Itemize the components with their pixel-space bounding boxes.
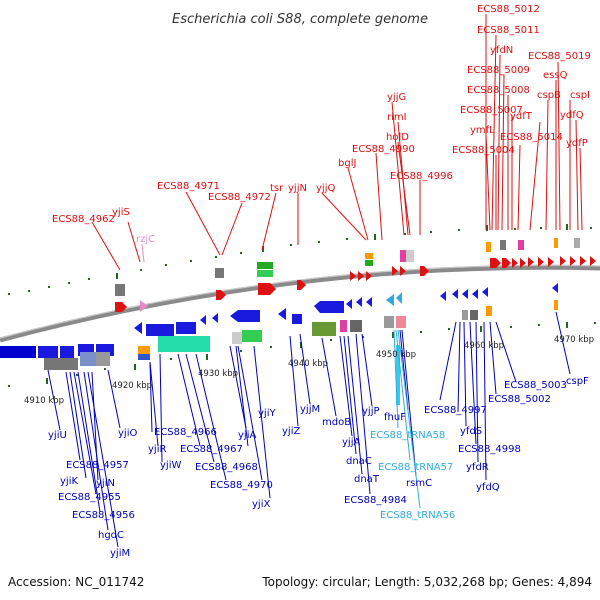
forward-gene-labels: ECS88_4962 yjiS ECS88_4971 ECS88_4972 ts… (52, 4, 591, 225)
gene-label-yjiA: yjiA (238, 430, 256, 441)
gene-label-ECS88_5014: ECS88_5014 (500, 132, 563, 143)
gene-label-yjjG: yjjG (387, 92, 406, 103)
gene-label-ECS88_4955: ECS88_4955 (58, 492, 121, 503)
gene-label-ECS88_5004: ECS88_5004 (452, 145, 515, 156)
gene-label-ECS88_5003: ECS88_5003 (504, 380, 567, 391)
gene-label-yjiO: yjiO (118, 428, 137, 439)
gene-label-yfdN: yfdN (490, 45, 513, 56)
reverse-gene-labels: yjiU ECS88_4957 yjiK ECS88_4955 ECS88_49… (48, 376, 589, 559)
tick-label-4970: 4970 kbp (554, 335, 594, 345)
tick-label-4940: 4940 kbp (288, 359, 328, 369)
gene-label-yfdQ: yfdQ (476, 482, 500, 493)
gene-label-ECS88_4972: ECS88_4972 (208, 192, 271, 203)
forward-leader-lines (91, 14, 583, 271)
gene-label-ECS88_4996: ECS88_4996 (390, 171, 453, 182)
gene-label-yjiZ: yjiZ (282, 426, 300, 437)
gene-label-dnaC: dnaC (346, 456, 372, 467)
gene-label-yjiK: yjiK (60, 476, 78, 487)
trna-leader-lines (393, 329, 421, 509)
gene-label-ECS88_4957: ECS88_4957 (66, 460, 129, 471)
gene-label-mdoB: mdoB (322, 417, 351, 428)
gene-label-yjiW: yjiW (160, 460, 181, 471)
gene-label-ydfP: ydfP (566, 138, 588, 149)
gene-label-cspI: cspI (570, 90, 590, 101)
pseudo-leader-line (141, 243, 145, 263)
gene-label-tsr: tsr (270, 183, 284, 194)
gene-label-ymfL: ymfL (470, 125, 495, 136)
gene-label-yfdR: yfdR (466, 462, 489, 473)
gene-label-yjjA: yjjA (342, 437, 360, 448)
reverse-strand-genes (0, 283, 558, 405)
gene-label-cspF: cspF (566, 376, 589, 387)
gene-label-yjiY: yjiY (258, 408, 276, 419)
gene-label-yjiM: yjiM (110, 548, 130, 559)
gene-label-hgdC: hgdC (98, 530, 124, 541)
gene-label-dnaT: dnaT (354, 474, 380, 485)
reverse-leader-lines (47, 311, 571, 548)
gene-label-ECS88_5009: ECS88_5009 (467, 65, 530, 76)
tick-label-4950: 4950 kbp (376, 350, 416, 360)
gene-label-ECS88_4968: ECS88_4968 (195, 462, 258, 473)
gene-label-ECS88_5011: ECS88_5011 (477, 25, 540, 36)
gene-label-fhuF: fhuF (384, 412, 406, 423)
gene-label-ECS88_5002: ECS88_5002 (488, 394, 551, 405)
tick-label-4920: 4920 kbp (112, 381, 152, 391)
gene-label-yjiX: yjiX (252, 499, 270, 510)
gene-label-ECS88_4962: ECS88_4962 (52, 214, 115, 225)
gene-label-yjjM: yjjM (300, 404, 320, 415)
tick-label-4960: 4960 kbp (464, 341, 504, 351)
gene-label-yjiU: yjiU (48, 430, 67, 441)
gene-label-yjjQ: yjjQ (316, 183, 335, 194)
dotted-ruler-lower (8, 322, 596, 387)
gene-label-essQ: essQ (543, 70, 568, 81)
gene-label-ECS88_4971: ECS88_4971 (157, 181, 220, 192)
gene-label-holD: holD (386, 132, 409, 143)
gene-label-ECS88_5019: ECS88_5019 (528, 51, 591, 62)
gene-label-ECS88_5008: ECS88_5008 (467, 85, 530, 96)
gene-label-ECS88_4970: ECS88_4970 (210, 480, 273, 491)
gene-label-ECS88_4990: ECS88_4990 (352, 144, 415, 155)
tick-label-4910: 4910 kbp (24, 396, 64, 406)
footer-accession: Accession: NC_011742 (8, 575, 144, 589)
gene-label-rzjC: rzjC (136, 234, 155, 245)
tick-label-4930: 4930 kbp (198, 369, 238, 379)
gene-label-ECS88_tRNA57: ECS88_tRNA57 (378, 462, 453, 473)
gene-label-rsmC: rsmC (406, 478, 432, 489)
gene-label-cspB: cspB (537, 90, 561, 101)
gene-label-yjjP: yjjP (362, 406, 380, 417)
gene-label-ECS88_4956: ECS88_4956 (72, 510, 135, 521)
gene-label-bglJ: bglJ (338, 158, 356, 169)
gene-label-yjiN: yjiN (96, 478, 115, 489)
trna-gene-labels: ECS88_tRNA58 ECS88_tRNA57 ECS88_tRNA56 (370, 430, 455, 521)
gene-label-ydfQ: ydfQ (560, 110, 584, 121)
scale-tick-labels: 4910 kbp 4920 kbp 4930 kbp 4940 kbp 4950… (24, 335, 594, 406)
gene-label-rimI: rimI (387, 112, 407, 123)
gene-label-ECS88_4997: ECS88_4997 (424, 405, 487, 416)
footer-summary: Topology: circular; Length: 5,032,268 bp… (261, 575, 592, 589)
gene-label-yfdS: yfdS (460, 426, 482, 437)
gene-label-yjjN: yjjN (288, 183, 307, 194)
gene-label-yjiS: yjiS (112, 207, 130, 218)
gene-label-ECS88_4984: ECS88_4984 (344, 495, 407, 506)
gene-label-ECS88_4966: ECS88_4966 (154, 427, 217, 438)
gene-label-ECS88_4967: ECS88_4967 (180, 444, 243, 455)
gene-label-ECS88_5007: ECS88_5007 (460, 105, 523, 116)
dotted-ruler-upper (8, 224, 592, 295)
gene-label-ECS88_tRNA56: ECS88_tRNA56 (380, 510, 455, 521)
map-title: Escherichia coli S88, complete genome (172, 12, 428, 27)
gene-label-ECS88_5012: ECS88_5012 (477, 4, 540, 15)
forward-strand-genes (115, 238, 596, 312)
gene-label-ECS88_tRNA58: ECS88_tRNA58 (370, 430, 445, 441)
gene-label-ECS88_4998: ECS88_4998 (458, 444, 521, 455)
gene-label-ydfT: ydfT (510, 111, 533, 122)
gene-label-yjiR: yjiR (148, 444, 166, 455)
